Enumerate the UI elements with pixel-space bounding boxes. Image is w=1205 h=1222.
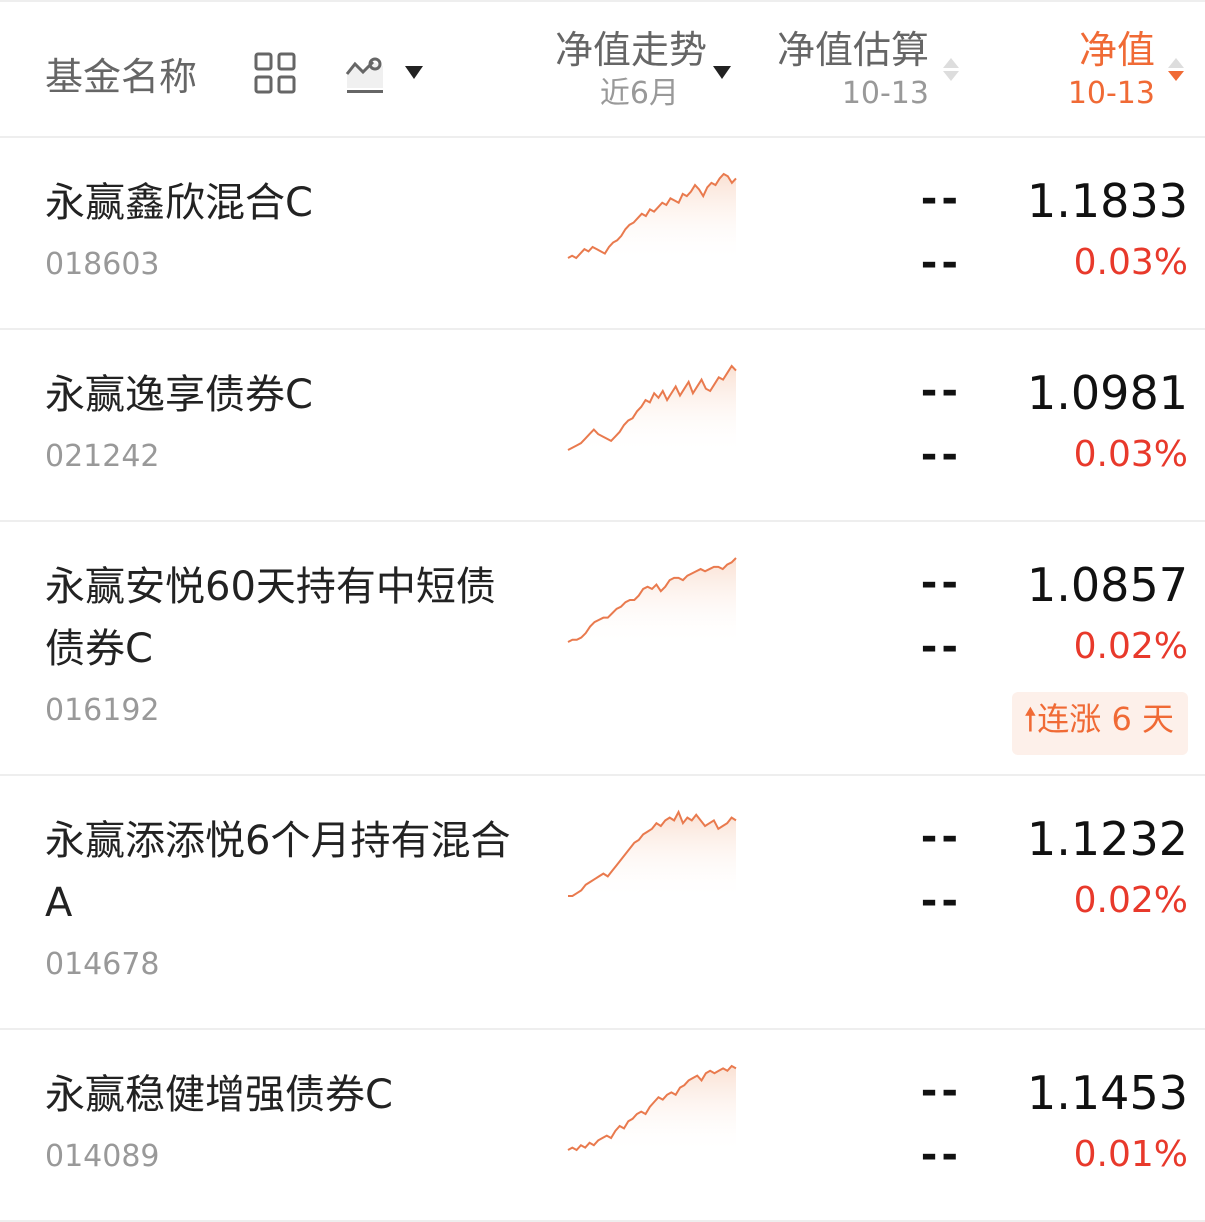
estimate-change: -- <box>920 1132 962 1178</box>
fund-code: 018603 <box>45 247 160 282</box>
sparkline-line <box>567 1064 737 1152</box>
fund-code: 021242 <box>45 439 160 474</box>
nav-change: 0.02% <box>1073 626 1188 667</box>
chart-view-icon[interactable] <box>345 52 385 94</box>
nav-change: 0.01% <box>1073 1134 1188 1175</box>
streak-badge: 🠕连涨 6 天 <box>1011 692 1188 755</box>
sparkline-line <box>567 364 737 451</box>
fund-row[interactable]: 永赢添添悦6个月持有混合A 014678 -- -- 1.1232 0.02% <box>0 776 1205 1030</box>
nav-value: 1.1232 <box>1027 812 1188 866</box>
fund-code: 014089 <box>45 1139 160 1174</box>
estimate-column-header[interactable]: 净值估算 10-13 <box>777 26 929 114</box>
fund-code: 014678 <box>45 947 160 982</box>
sparkline-line <box>567 557 737 643</box>
sparkline-area <box>568 174 736 262</box>
sparkline-chart <box>568 809 737 900</box>
fund-name: 永赢稳健增强债券C <box>45 1072 393 1118</box>
streak-label: 连涨 6 天 <box>1037 700 1174 738</box>
sparkline-line <box>567 172 737 260</box>
list-header: 基金名称 净值走势 近6月 净值估算 10-13 净值 10-13 <box>0 0 1205 138</box>
sparkline-area <box>568 558 736 646</box>
trend-period: 近6月 <box>599 76 679 111</box>
arrow-up-icon: 🠕 <box>1023 700 1038 738</box>
nav-date: 10-13 <box>1067 76 1155 111</box>
nav-value: 1.0981 <box>1027 366 1188 420</box>
nav-value: 1.0857 <box>1027 558 1188 612</box>
sparkline-area <box>568 366 736 454</box>
fund-name: 永赢逸享债券C <box>45 372 313 418</box>
chevron-down-icon[interactable] <box>713 66 731 79</box>
sparkline-area <box>568 1066 736 1154</box>
fund-name: 永赢添添悦6个月持有混合A <box>45 818 511 926</box>
fund-name-header: 基金名称 <box>45 55 198 99</box>
fund-row[interactable]: 永赢逸享债券C 021242 -- -- 1.0981 0.03% <box>0 330 1205 522</box>
nav-value: 1.1833 <box>1027 174 1188 228</box>
estimate-change: -- <box>920 240 962 286</box>
nav-change: 0.03% <box>1073 434 1188 475</box>
chevron-down-icon[interactable] <box>405 66 423 79</box>
sort-icon[interactable] <box>943 58 959 84</box>
trend-label: 净值走势 <box>554 28 707 72</box>
estimate-date: 10-13 <box>841 76 929 111</box>
sort-icon[interactable] <box>1168 58 1184 84</box>
sparkline-chart <box>567 364 737 454</box>
estimate-change: -- <box>920 432 962 478</box>
nav-label: 净值 <box>1078 28 1155 72</box>
nav-change: 0.03% <box>1073 242 1188 283</box>
sparkline-line <box>568 809 737 897</box>
fund-row[interactable]: 永赢稳健增强债券C 014089 -- -- 1.1453 0.01% <box>0 1030 1205 1222</box>
estimate-value: -- <box>920 1068 962 1114</box>
sparkline-chart <box>567 1064 737 1154</box>
fund-name: 永赢鑫欣混合C <box>45 180 313 226</box>
sparkline-chart <box>567 172 737 262</box>
fund-code: 016192 <box>45 693 160 728</box>
estimate-change: -- <box>920 624 962 670</box>
fund-row[interactable]: 永赢鑫欣混合C 018603 -- -- 1.1833 0.03% <box>0 138 1205 330</box>
estimate-value: -- <box>920 814 962 860</box>
fund-row[interactable]: 永赢安悦60天持有中短债债券C 016192 -- -- 1.0857 0.02… <box>0 522 1205 776</box>
nav-change: 0.02% <box>1073 880 1188 921</box>
fund-name: 永赢安悦60天持有中短债债券C <box>45 564 496 672</box>
estimate-value: -- <box>920 176 962 222</box>
grid-view-icon[interactable] <box>254 52 296 94</box>
nav-column-header[interactable]: 净值 10-13 <box>1068 26 1155 114</box>
estimate-label: 净值估算 <box>776 28 929 72</box>
estimate-value: -- <box>920 368 962 414</box>
sparkline-chart <box>567 557 737 646</box>
sparkline-area <box>568 812 736 900</box>
fund-list: 永赢鑫欣混合C 018603 -- -- 1.1833 0.03% 永赢逸享债券… <box>0 138 1205 1222</box>
estimate-value: -- <box>920 560 962 606</box>
trend-column-header[interactable]: 净值走势 近6月 <box>555 26 707 114</box>
nav-value: 1.1453 <box>1027 1066 1188 1120</box>
estimate-change: -- <box>920 878 962 924</box>
